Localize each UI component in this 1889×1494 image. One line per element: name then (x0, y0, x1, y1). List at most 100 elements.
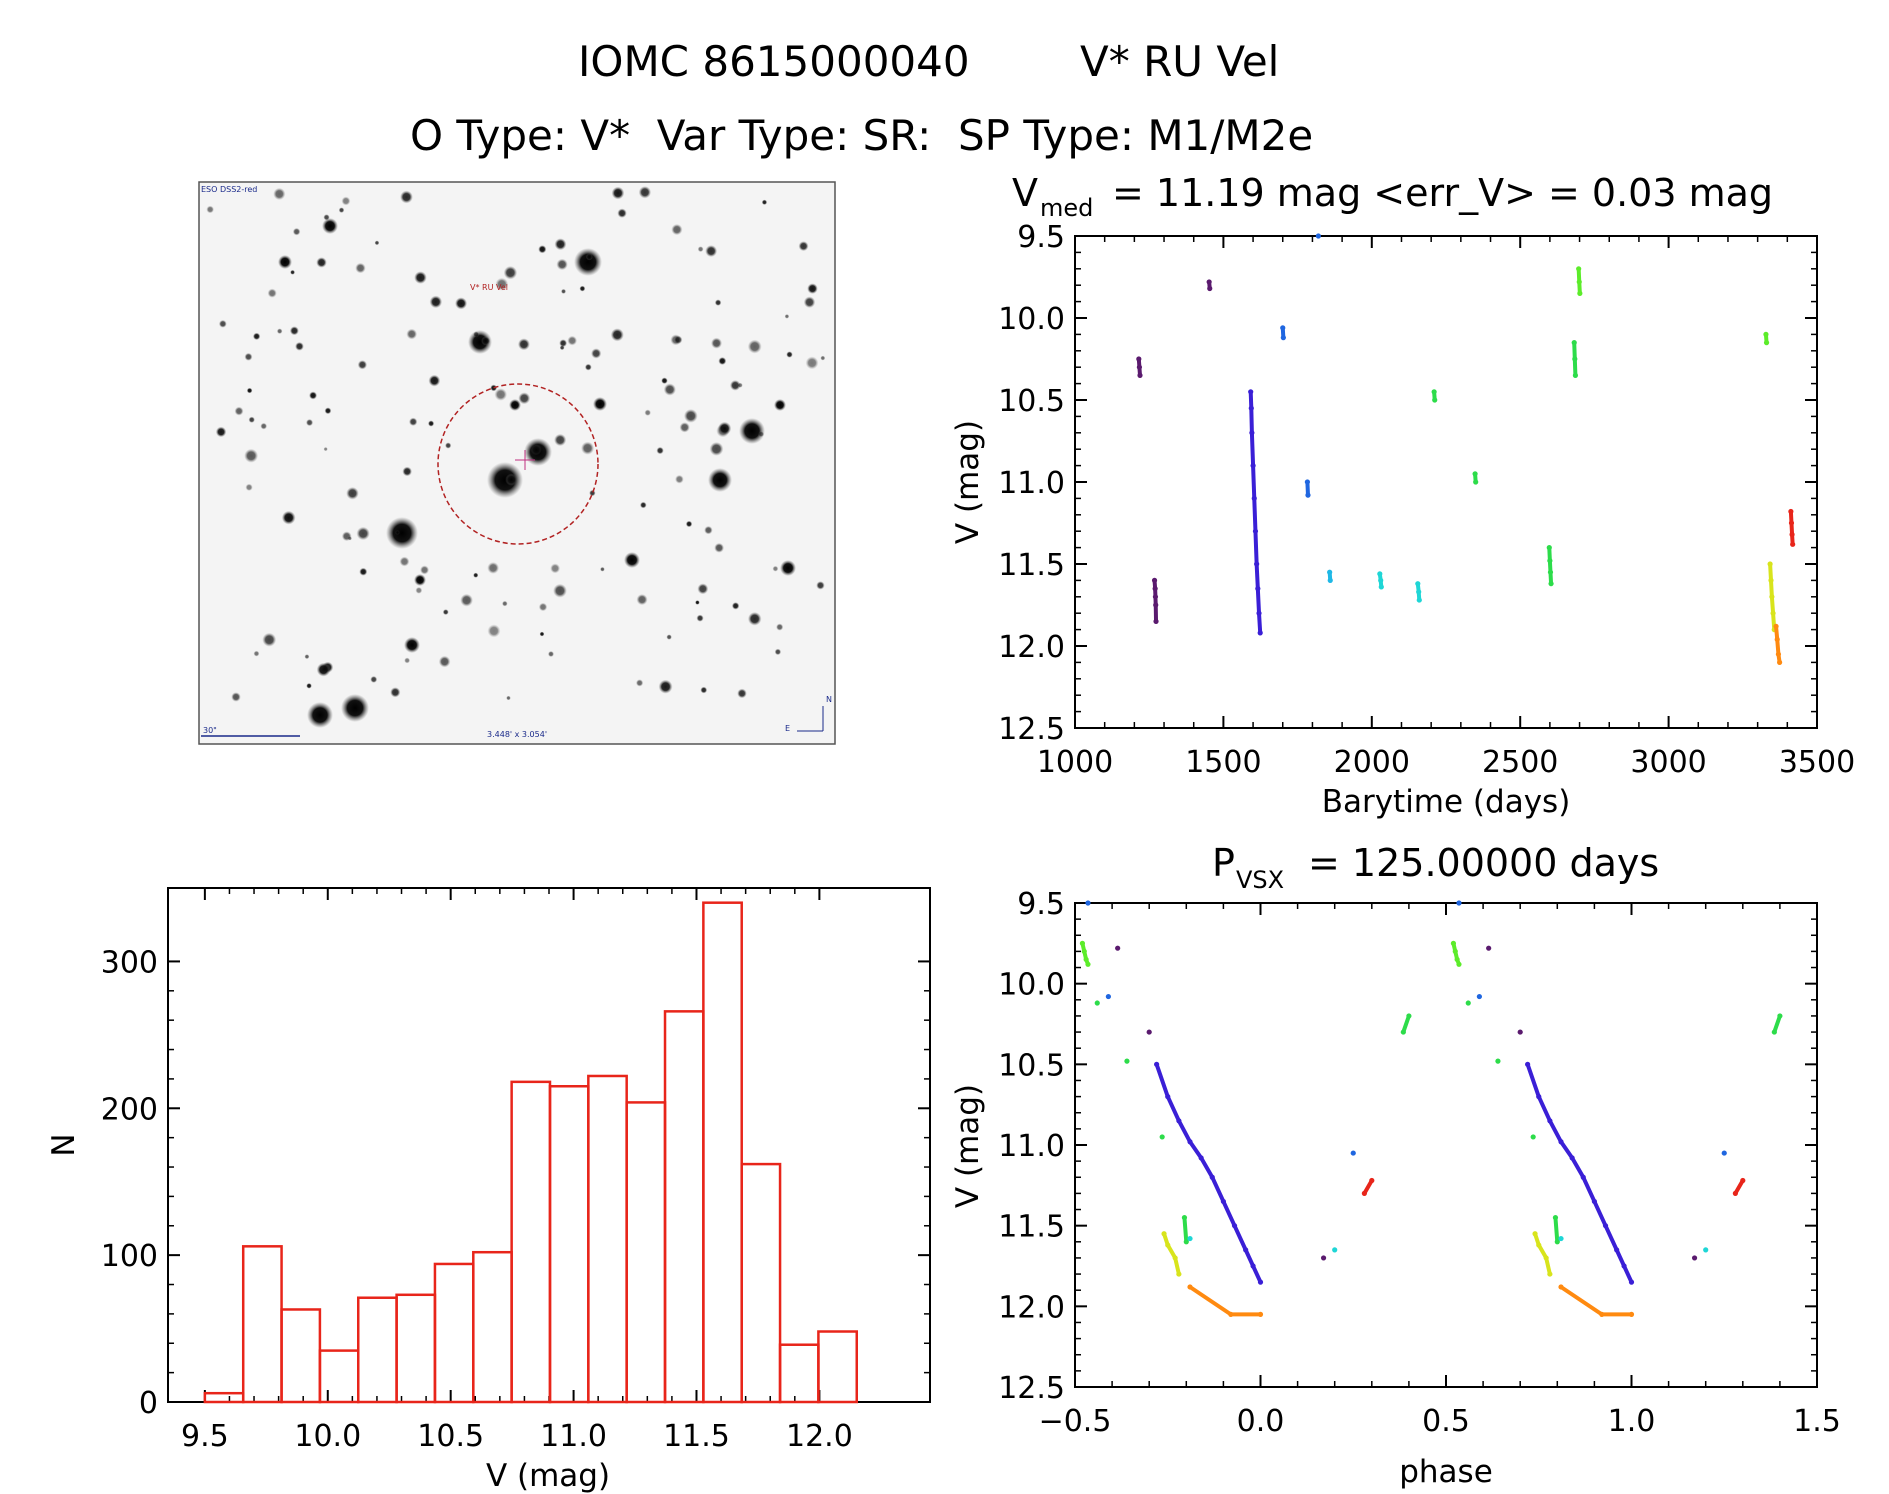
star (399, 556, 410, 567)
data-point-streak (1559, 1139, 1575, 1160)
histogram-bar (318, 1349, 360, 1404)
star (309, 391, 318, 400)
star (244, 352, 253, 361)
star (290, 269, 296, 275)
histogram-bar (241, 1245, 283, 1404)
star (324, 407, 332, 415)
y-tick-label: 11.0 (998, 466, 1065, 501)
star (807, 283, 818, 294)
star (517, 338, 530, 351)
star (593, 397, 607, 411)
star (671, 223, 683, 236)
star (455, 297, 468, 310)
star (490, 384, 498, 392)
star (579, 285, 586, 292)
y-tick-label: 10.0 (998, 302, 1065, 337)
star (561, 288, 567, 294)
data-point (1315, 233, 1321, 239)
star (346, 487, 359, 500)
x-tick-label: 1000 (1037, 745, 1113, 780)
star (357, 360, 368, 370)
data-point (1495, 1058, 1501, 1064)
histogram-bar (548, 1085, 590, 1404)
data-point (1350, 1150, 1356, 1156)
data-point (1517, 1029, 1523, 1035)
star (658, 679, 673, 694)
data-point (1378, 584, 1384, 590)
star (253, 650, 260, 657)
data-point-streak (1188, 1284, 1233, 1317)
star (739, 418, 765, 444)
star (415, 586, 423, 594)
star (245, 483, 253, 491)
star (538, 245, 547, 254)
data-point (1257, 1311, 1264, 1317)
finder-fov-label: 3.448' x 3.054' (487, 730, 547, 739)
star (273, 187, 286, 201)
star (611, 186, 625, 200)
star (374, 240, 380, 246)
star (600, 566, 605, 572)
star (218, 319, 227, 328)
star (780, 560, 796, 576)
data-point-streak (1570, 1155, 1586, 1180)
star (624, 552, 640, 568)
star (714, 299, 722, 306)
star (816, 581, 825, 590)
x-tick-label: 11.0 (540, 1419, 607, 1454)
data-point (1577, 290, 1583, 296)
histogram-bar (357, 1296, 398, 1404)
histogram-bar (702, 901, 743, 1404)
data-point (1416, 597, 1422, 603)
star (717, 421, 732, 436)
star (509, 399, 521, 411)
y-tick-label: 12.5 (998, 1371, 1065, 1406)
star (670, 334, 682, 346)
star (803, 296, 816, 308)
star (395, 530, 400, 535)
star (289, 326, 299, 336)
histogram-bar (817, 1330, 858, 1404)
finder-target-label: V* RU Vel (470, 283, 508, 292)
data-point (1628, 1279, 1635, 1285)
y-tick-label: 11.5 (998, 548, 1065, 583)
phased-curve-title-sub: VSX (1236, 866, 1284, 894)
star (591, 348, 602, 359)
star (518, 392, 531, 405)
star (696, 614, 704, 622)
star (244, 448, 259, 463)
x-tick-label: 2000 (1334, 745, 1410, 780)
data-point-streak (1255, 586, 1262, 616)
star (708, 468, 732, 492)
histogram-bar (587, 1074, 628, 1404)
star (473, 572, 479, 578)
data-point-streak (1592, 1199, 1608, 1228)
star (445, 442, 452, 449)
star (567, 335, 578, 346)
star (234, 406, 244, 416)
y-tick-label: 10.5 (998, 384, 1065, 419)
data-point (1159, 1134, 1165, 1140)
star (231, 692, 241, 702)
star (700, 686, 708, 694)
phased-curve-points (1079, 900, 1783, 1317)
phased-curve-tick-labels: −0.5 0.0 0.5 1.0 1.5 9.5 10.0 10.5 11.0 11.5 12.0 1… (998, 887, 1841, 1439)
star (404, 657, 411, 664)
data-point-streak (1249, 430, 1256, 468)
histogram-bar (663, 1010, 705, 1404)
data-point (1703, 1247, 1709, 1253)
y-tick-label: 12.0 (998, 1290, 1065, 1325)
data-point (1763, 340, 1770, 346)
data-point (1257, 630, 1263, 636)
y-tick-label: 12.0 (998, 630, 1065, 665)
data-point (1777, 659, 1783, 666)
data-point (1530, 1134, 1536, 1140)
light-curve-title-sub: med (1040, 194, 1093, 222)
finder-survey-label: ESO DSS2-red (201, 185, 257, 194)
star (400, 190, 413, 204)
data-point-streak (1553, 1215, 1560, 1244)
data-point (1105, 993, 1111, 1000)
star (409, 417, 418, 426)
star (697, 583, 709, 595)
star (429, 295, 443, 309)
